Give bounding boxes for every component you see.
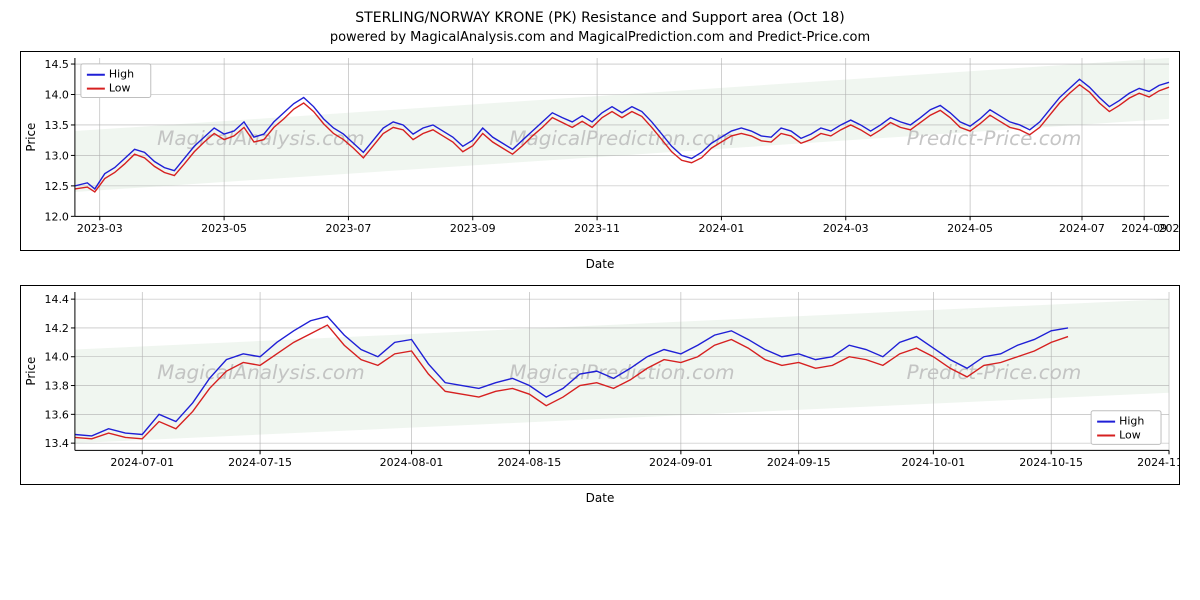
y-tick-label: 13.6 [44, 408, 68, 421]
x-tick-label: 2024-05 [947, 222, 993, 235]
y-tick-label: 13.0 [44, 149, 68, 162]
x-tick-label: 2023-11 [574, 222, 620, 235]
chart-sub-title: powered by MagicalAnalysis.com and Magic… [10, 30, 1190, 45]
x-tick-label: 2024-09-15 [767, 456, 831, 469]
x-tick-label: 2024-03 [823, 222, 869, 235]
x-tick-label: 2024-08-01 [380, 456, 444, 469]
legend-high-label: High [109, 68, 134, 81]
x-tick-label: 2024-09-01 [649, 456, 713, 469]
x-tick-label: 2023-09 [450, 222, 496, 235]
y-tick-label: 13.5 [44, 119, 68, 132]
chart-top-xlabel: Date [10, 257, 1190, 271]
x-tick-label: 2023-07 [326, 222, 372, 235]
y-tick-label: 13.4 [44, 437, 68, 450]
x-tick-label: 2024-07 [1059, 222, 1105, 235]
legend: High Low [81, 64, 151, 98]
y-tick-label: 14.2 [44, 322, 68, 335]
chart-bottom-xlabel: Date [10, 491, 1190, 505]
legend-low-label: Low [109, 82, 131, 95]
x-tick-label: 2023-03 [77, 222, 123, 235]
y-tick-label: 14.0 [44, 351, 68, 364]
x-tick-label: 2024-07-01 [110, 456, 174, 469]
legend-high-label: High [1119, 415, 1144, 428]
chart-main-title: STERLING/NORWAY KRONE (PK) Resistance an… [10, 10, 1190, 26]
y-tick-label: 12.0 [44, 210, 68, 223]
watermark-right: Predict-Price.com [907, 127, 1082, 150]
y-tick-label: 14.4 [44, 293, 68, 306]
y-tick-label: 14.5 [44, 58, 68, 71]
x-tick-label: 2024-08-15 [498, 456, 562, 469]
chart-bottom: 13.4 13.6 13.8 14.0 14.2 14.4 2024-07-01 2024-0… [20, 285, 1180, 485]
watermark-right: Predict-Price.com [907, 361, 1082, 384]
x-tick-label: 2024-01 [699, 222, 745, 235]
watermark-left: MagicalAnalysis.com [157, 127, 365, 150]
legend: High Low [1091, 411, 1161, 445]
y-tick-label: 13.8 [44, 380, 68, 393]
y-tick-label: 12.5 [44, 180, 68, 193]
x-tick-label: 2024-11 [1159, 222, 1179, 235]
chart-top: 12.0 12.5 13.0 13.5 14.0 14.5 2023-03 2023-05 20… [20, 51, 1180, 251]
x-tick-label: 2024-11-01 [1137, 456, 1179, 469]
y-axis-label: Price [24, 357, 38, 386]
x-tick-label: 2024-10-01 [901, 456, 965, 469]
legend-low-label: Low [1119, 429, 1141, 442]
y-tick-label: 14.0 [44, 88, 68, 101]
x-tick-label: 2023-05 [201, 222, 247, 235]
watermark-center: MagicalPrediction.com [509, 127, 734, 150]
x-tick-label: 2024-07-15 [228, 456, 292, 469]
x-tick-label: 2024-10-15 [1019, 456, 1083, 469]
y-axis-label: Price [24, 123, 38, 152]
